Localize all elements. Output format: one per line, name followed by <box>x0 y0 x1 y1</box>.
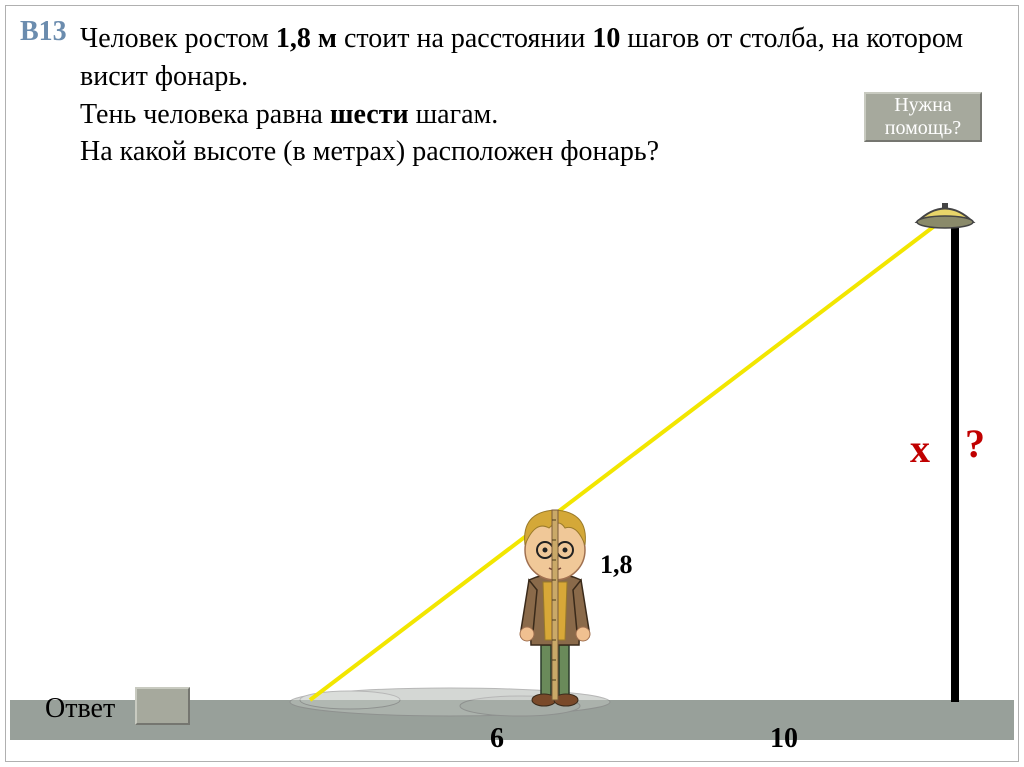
distance-ten-label: 10 <box>770 723 798 755</box>
pole-height-x-label: х <box>910 425 930 472</box>
person-figure <box>520 510 590 706</box>
question-mark: ? <box>965 420 985 467</box>
light-ray <box>310 218 945 700</box>
answer-label: Ответ <box>45 693 115 725</box>
answer-input-box[interactable] <box>135 687 190 725</box>
lamp-pole <box>951 225 959 702</box>
diagram-scene <box>0 0 1024 767</box>
lamp-icon <box>917 203 973 228</box>
distance-six-label: 6 <box>490 723 504 755</box>
person-height-label: 1,8 <box>600 550 633 580</box>
